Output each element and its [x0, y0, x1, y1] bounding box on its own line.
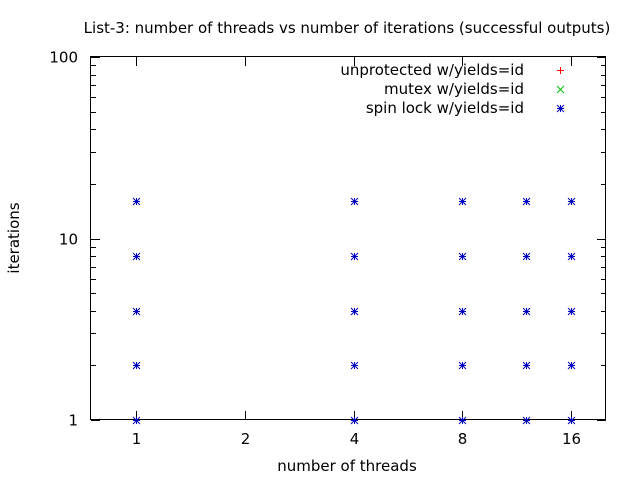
- data-point: [522, 252, 531, 261]
- data-point: [522, 307, 531, 316]
- y-axis-label: iterations: [5, 202, 23, 273]
- data-point: [458, 197, 467, 206]
- data-point: [350, 197, 359, 206]
- data-point: [567, 307, 576, 316]
- data-point: [567, 197, 576, 206]
- y-tick-label: 1: [68, 412, 78, 430]
- data-point: [132, 197, 141, 206]
- data-point: [567, 361, 576, 370]
- x-axis-label: number of threads: [277, 457, 417, 475]
- data-point: [132, 416, 141, 425]
- data-points: [132, 197, 576, 425]
- data-point: [458, 307, 467, 316]
- x-tick-label: 4: [350, 430, 360, 448]
- x-tick-label: 16: [562, 430, 581, 448]
- x-tick-label: 8: [458, 430, 468, 448]
- legend-label: mutex w/yields=id: [384, 80, 524, 98]
- data-point: [522, 416, 531, 425]
- x-tick-label: 2: [241, 430, 251, 448]
- data-point: [458, 252, 467, 261]
- chart-title: List-3: number of threads vs number of i…: [84, 19, 611, 37]
- data-point: [522, 197, 531, 206]
- x-tick-label: 1: [132, 430, 142, 448]
- data-point: [350, 307, 359, 316]
- data-point: [458, 416, 467, 425]
- legend-marker: [556, 85, 565, 94]
- y-tick-label: 10: [59, 231, 78, 249]
- data-point: [350, 416, 359, 425]
- data-point: [132, 307, 141, 316]
- data-point: [522, 361, 531, 370]
- data-point: [132, 361, 141, 370]
- data-point: [350, 252, 359, 261]
- legend-marker: [556, 104, 565, 113]
- data-point: [350, 361, 359, 370]
- plot-frame: [90, 56, 606, 420]
- legend-marker: [557, 67, 564, 74]
- axis-ticks: 1 2 4 8 16 1 10 100: [49, 49, 606, 448]
- data-point: [567, 416, 576, 425]
- legend-label: spin lock w/yields=id: [366, 99, 524, 117]
- data-point: [567, 252, 576, 261]
- legend-label: unprotected w/yields=id: [340, 61, 524, 79]
- y-tick-label: 100: [49, 49, 78, 67]
- data-point: [132, 252, 141, 261]
- data-point: [458, 361, 467, 370]
